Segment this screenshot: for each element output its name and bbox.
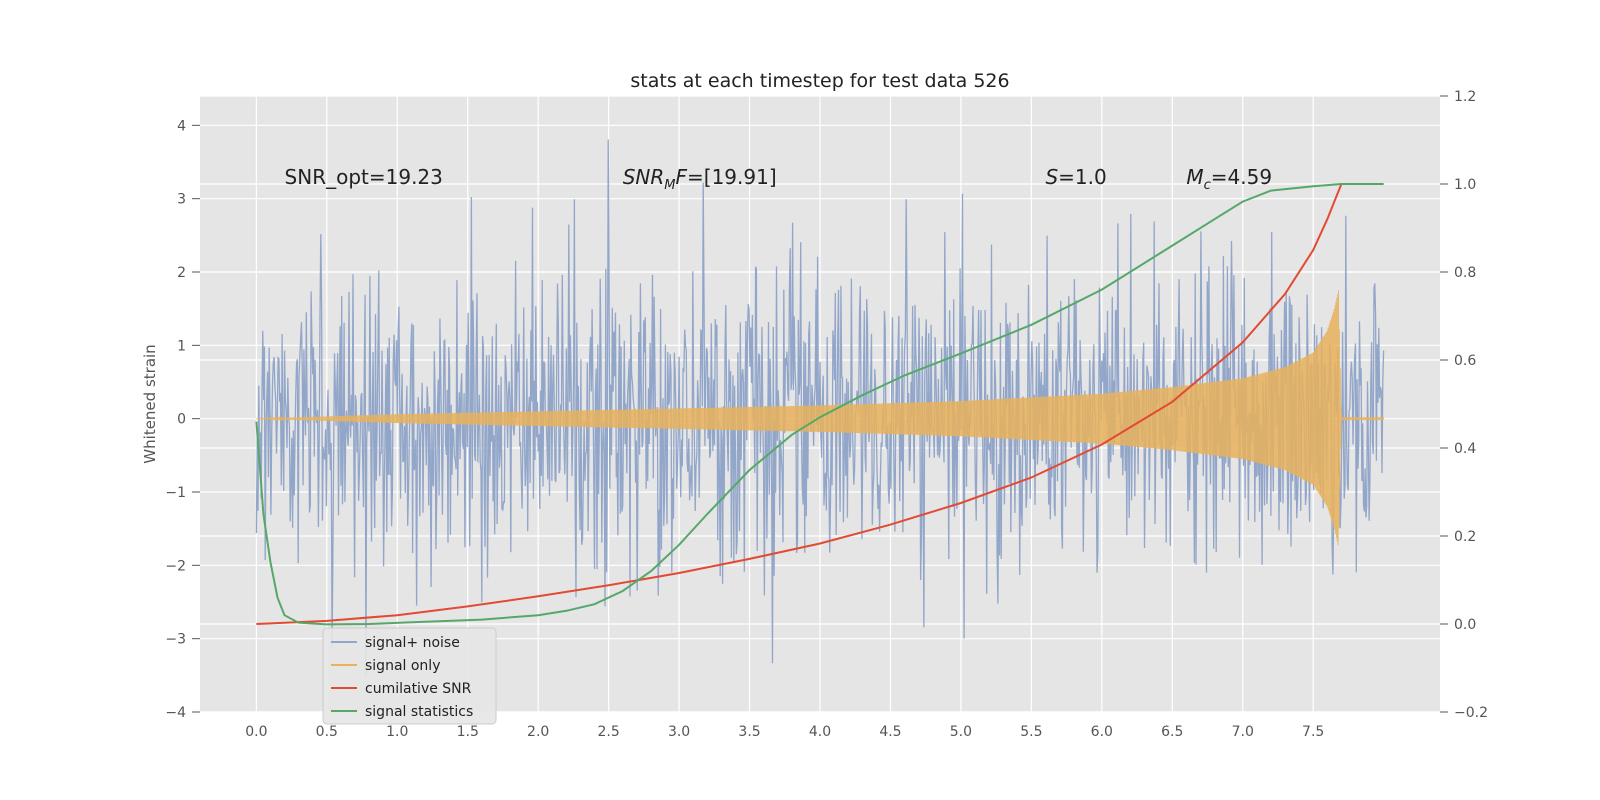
signal-only-trace (256, 290, 1385, 546)
y-tick-label: −3 (165, 632, 186, 648)
annotations: SNR_opt=19.23 SNRMF=[19.91] S=1.0 Mc=4.59 (285, 165, 1273, 193)
y-tick-label: 4 (177, 118, 186, 134)
y-tick-label: 2 (177, 265, 186, 281)
legend: signal+ noise signal only cumilative SNR si… (322, 627, 497, 725)
y2-tick-label: 0.8 (1454, 265, 1476, 281)
annotation-text: Mc=4.59 (1186, 165, 1272, 193)
x-tick-label: 0.5 (316, 724, 338, 740)
y-tick-label: −4 (165, 705, 186, 721)
x-tick-label: 0.0 (245, 724, 267, 740)
x-tick-label: 3.5 (738, 724, 760, 740)
right-axis-lines (255, 183, 1384, 626)
cumilative-snr-line (256, 183, 1384, 625)
y2-tick-label: 0.4 (1454, 441, 1476, 457)
legend-label: cumilative SNR (365, 681, 472, 697)
signal-only-line (256, 290, 1385, 546)
y2-tick-label: 1.0 (1454, 177, 1476, 193)
y-tick-label: 0 (177, 412, 186, 428)
annotation-text: SNR_opt=19.23 (285, 165, 443, 189)
y2-tick-label: 0.2 (1454, 529, 1476, 545)
x-tick-label: 3.0 (668, 724, 690, 740)
x-tick-label: 4.5 (879, 724, 901, 740)
axis-ticks: 0.0 0.5 1.0 1.5 2.0 2.5 3.0 3.5 4.0 4.5 5.0 5.5 6.0 6… (165, 89, 1488, 740)
x-tick-label: 1.5 (457, 724, 479, 740)
legend-label: signal only (365, 658, 440, 674)
y-tick-label: −2 (165, 558, 186, 574)
annotation-text: SNRMF=[19.91] (623, 165, 777, 193)
x-tick-label: 4.0 (809, 724, 831, 740)
x-tick-label: 5.5 (1020, 724, 1042, 740)
y-tick-label: 1 (177, 338, 186, 354)
signal-noise-trace (255, 139, 1385, 677)
y-tick-label: −1 (165, 485, 186, 501)
chart-title: stats at each timestep for test data 526 (630, 70, 1009, 92)
x-tick-label: 2.0 (527, 724, 549, 740)
x-tick-label: 6.5 (1161, 724, 1183, 740)
x-tick-label: 6.0 (1091, 724, 1113, 740)
x-tick-label: 2.5 (598, 724, 620, 740)
x-tick-label: 7.5 (1302, 724, 1324, 740)
y2-tick-label: 0.6 (1454, 353, 1476, 369)
signal-noise-line (255, 139, 1385, 677)
x-tick-label: 7.0 (1232, 724, 1254, 740)
x-tick-label: 1.0 (386, 724, 408, 740)
y2-tick-label: −0.2 (1454, 705, 1488, 721)
y2-tick-label: 1.2 (1454, 89, 1476, 105)
y-tick-label: 3 (177, 192, 186, 208)
y-axis-label: Whitened strain (141, 344, 159, 463)
legend-box (322, 627, 497, 725)
y2-tick-label: 0.0 (1454, 617, 1476, 633)
legend-label: signal statistics (365, 704, 473, 720)
signal-statistics-line (255, 183, 1384, 626)
legend-label: signal+ noise (365, 635, 460, 651)
annotation-text: S=1.0 (1045, 165, 1106, 189)
x-tick-label: 5.0 (950, 724, 972, 740)
